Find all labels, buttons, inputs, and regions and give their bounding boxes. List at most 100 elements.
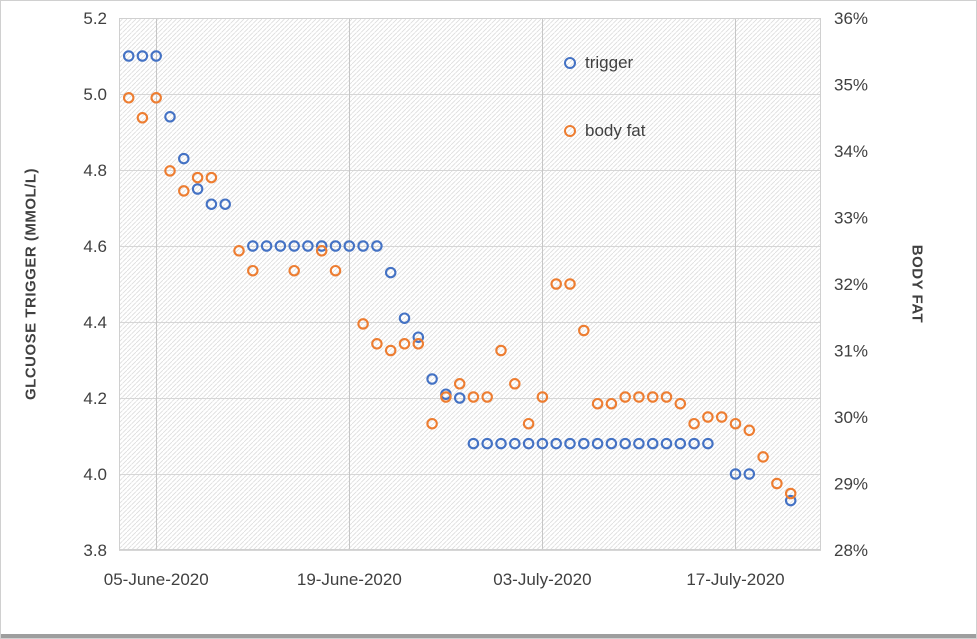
data-point-trigger[interactable] (150, 50, 162, 62)
data-point-trigger[interactable] (509, 437, 521, 450)
data-point-body-fat[interactable] (674, 397, 687, 410)
data-point-trigger[interactable] (205, 198, 218, 210)
data-point-body-fat[interactable] (591, 397, 604, 410)
data-point-body-fat[interactable] (191, 171, 204, 184)
data-point-body-fat[interactable] (536, 391, 549, 403)
data-point-trigger[interactable] (357, 240, 369, 252)
data-point-trigger[interactable] (274, 240, 287, 252)
data-point-body-fat[interactable] (605, 397, 618, 410)
data-point-body-fat[interactable] (412, 338, 425, 350)
data-point-trigger[interactable] (219, 198, 231, 210)
data-point-trigger[interactable] (343, 240, 356, 252)
data-point-trigger[interactable] (260, 240, 273, 252)
data-point-body-fat[interactable] (150, 92, 162, 104)
data-point-body-fat[interactable] (384, 344, 397, 357)
data-point-trigger[interactable] (288, 240, 300, 252)
data-point-trigger[interactable] (646, 437, 659, 450)
data-point-trigger[interactable] (164, 111, 176, 123)
data-point-body-fat[interactable] (522, 417, 535, 430)
right-axis-tick-labels: 28% 29% 30% 31% 32% 33% 34% 35% 36% (834, 9, 868, 560)
data-point-trigger[interactable] (619, 437, 631, 450)
x-tick-label: 19-June-2020 (297, 570, 402, 589)
data-point-trigger[interactable] (122, 50, 135, 62)
data-point-body-fat[interactable] (564, 278, 576, 290)
data-point-body-fat[interactable] (550, 278, 562, 290)
left-tick-label: 4.2 (83, 389, 107, 408)
data-point-trigger[interactable] (426, 373, 438, 385)
data-point-body-fat[interactable] (495, 344, 507, 357)
data-point-trigger[interactable] (302, 240, 314, 252)
data-point-body-fat[interactable] (660, 391, 673, 403)
right-tick-label: 29% (834, 475, 868, 494)
data-point-body-fat[interactable] (233, 245, 245, 257)
data-point-trigger[interactable] (371, 240, 383, 252)
data-point-trigger[interactable] (467, 437, 480, 450)
right-tick-label: 36% (834, 9, 868, 28)
data-point-trigger[interactable] (688, 437, 700, 450)
data-point-body-fat[interactable] (633, 391, 645, 403)
data-point-trigger[interactable] (784, 494, 797, 507)
data-point-trigger[interactable] (564, 437, 576, 450)
left-tick-label: 5.2 (83, 9, 107, 28)
data-point-trigger[interactable] (660, 437, 673, 450)
data-point-body-fat[interactable] (357, 318, 369, 330)
legend-label-trigger: trigger (585, 53, 634, 72)
data-point-trigger[interactable] (578, 437, 590, 450)
data-point-body-fat[interactable] (467, 391, 480, 403)
data-point-trigger[interactable] (315, 240, 328, 252)
data-point-trigger[interactable] (136, 50, 149, 62)
data-point-trigger[interactable] (329, 240, 342, 252)
data-point-trigger[interactable] (247, 240, 259, 252)
data-point-body-fat[interactable] (743, 424, 756, 437)
data-point-trigger[interactable] (633, 437, 645, 450)
data-point-body-fat[interactable] (646, 391, 659, 403)
data-point-body-fat[interactable] (205, 171, 218, 184)
data-point-body-fat[interactable] (619, 391, 631, 403)
data-point-body-fat[interactable] (784, 487, 797, 500)
window-edge (1, 634, 976, 638)
data-point-body-fat[interactable] (178, 185, 190, 197)
data-point-trigger[interactable] (384, 266, 397, 279)
data-point-trigger[interactable] (591, 437, 604, 450)
data-point-body-fat[interactable] (757, 451, 769, 463)
data-point-body-fat[interactable] (729, 417, 742, 430)
trigger-marker-icon (564, 57, 576, 69)
data-point-body-fat[interactable] (136, 112, 149, 124)
data-point-body-fat[interactable] (578, 324, 590, 337)
data-point-body-fat[interactable] (371, 338, 383, 350)
data-point-body-fat[interactable] (329, 264, 342, 277)
data-point-trigger[interactable] (550, 437, 562, 450)
data-point-trigger[interactable] (729, 468, 742, 480)
data-point-trigger[interactable] (743, 468, 756, 480)
data-point-trigger[interactable] (412, 331, 425, 343)
right-tick-label: 34% (834, 142, 868, 161)
data-point-body-fat[interactable] (481, 391, 493, 403)
data-point-trigger[interactable] (702, 437, 714, 450)
data-point-trigger[interactable] (191, 183, 204, 195)
data-point-trigger[interactable] (398, 312, 411, 324)
data-point-trigger[interactable] (522, 437, 535, 450)
data-point-body-fat[interactable] (426, 417, 438, 430)
data-point-body-fat[interactable] (288, 264, 300, 277)
data-point-body-fat[interactable] (771, 477, 783, 490)
legend-item-trigger[interactable]: trigger (564, 53, 633, 73)
data-point-trigger[interactable] (481, 437, 493, 450)
data-point-trigger[interactable] (495, 437, 507, 450)
data-point-trigger[interactable] (605, 437, 618, 450)
data-point-body-fat[interactable] (453, 378, 466, 390)
data-point-trigger[interactable] (674, 437, 687, 450)
data-point-body-fat[interactable] (122, 92, 135, 104)
data-point-body-fat[interactable] (702, 411, 714, 423)
data-point-body-fat[interactable] (164, 165, 176, 177)
data-point-body-fat[interactable] (715, 411, 728, 423)
data-point-body-fat[interactable] (315, 245, 328, 257)
data-point-trigger[interactable] (453, 392, 466, 404)
data-point-body-fat[interactable] (398, 338, 411, 350)
data-point-body-fat[interactable] (509, 378, 521, 390)
data-point-trigger[interactable] (536, 437, 549, 450)
data-point-body-fat[interactable] (247, 264, 259, 277)
legend-item-body-fat[interactable]: body fat (564, 121, 646, 141)
data-point-trigger[interactable] (178, 152, 190, 165)
data-point-body-fat[interactable] (688, 417, 700, 430)
data-point-body-fat[interactable] (440, 391, 452, 403)
